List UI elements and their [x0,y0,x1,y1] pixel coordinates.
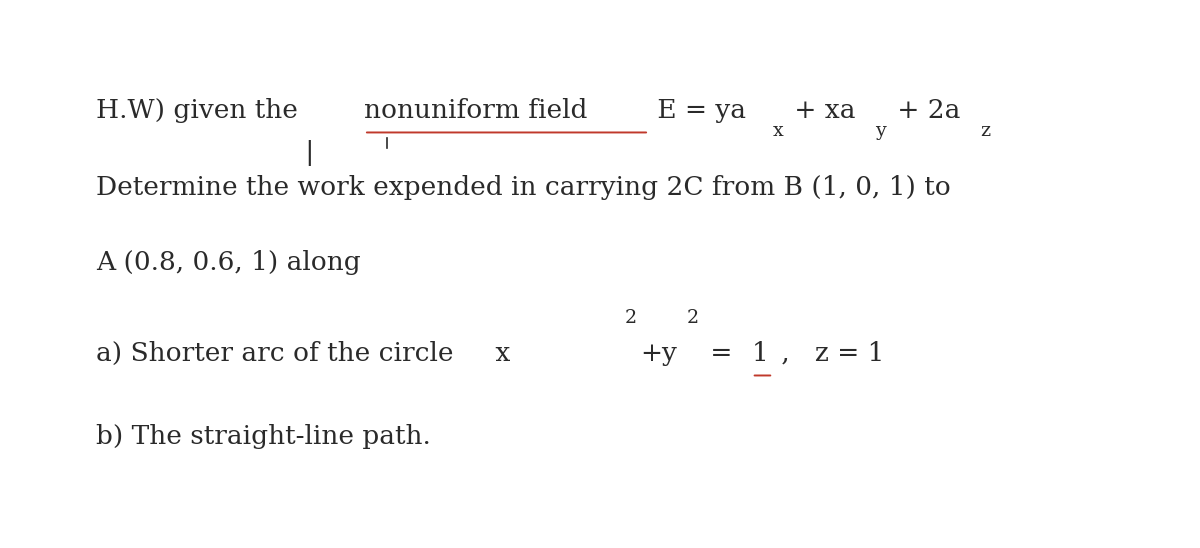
Text: +y: +y [640,341,677,366]
Text: x: x [773,122,784,140]
Text: b) The straight-line path.: b) The straight-line path. [96,424,431,449]
Text: z: z [979,122,990,140]
Text: + xa: + xa [786,98,856,123]
Text: =: = [702,341,742,366]
Text: E = ya: E = ya [649,98,746,123]
Text: y: y [875,122,886,140]
Text: H.W) given the: H.W) given the [96,98,306,123]
Text: nonuniform field: nonuniform field [364,98,588,123]
Text: ,   z = 1: , z = 1 [773,341,884,366]
Text: + 2a: + 2a [889,98,960,123]
Text: 2: 2 [624,309,636,327]
Text: 1: 1 [751,341,768,366]
Text: 2: 2 [686,309,700,327]
Text: a) Shorter arc of the circle     x: a) Shorter arc of the circle x [96,341,510,366]
Text: A (0.8, 0.6, 1) along: A (0.8, 0.6, 1) along [96,250,361,275]
Text: Determine the work expended in carrying 2C from B (1, 0, 1) to: Determine the work expended in carrying … [96,175,950,200]
Text: |: | [96,140,314,167]
